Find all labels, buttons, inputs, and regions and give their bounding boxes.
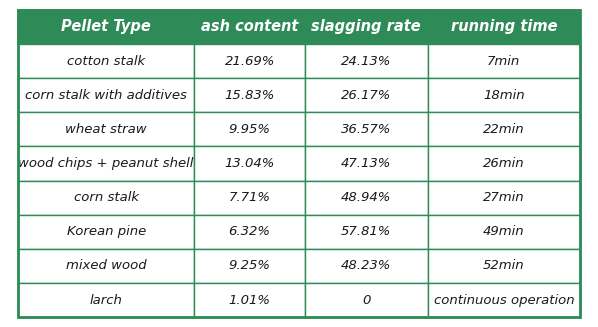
Bar: [428, 215, 580, 249]
Text: slagging rate: slagging rate: [312, 19, 421, 34]
Bar: [194, 146, 305, 181]
Text: 21.69%: 21.69%: [224, 55, 275, 68]
Bar: [18, 78, 194, 112]
Text: 6.32%: 6.32%: [228, 225, 271, 238]
Text: 24.13%: 24.13%: [341, 55, 392, 68]
Bar: [428, 78, 580, 112]
Text: 9.95%: 9.95%: [228, 123, 271, 136]
Text: 22min: 22min: [483, 123, 524, 136]
Text: Korean pine: Korean pine: [66, 225, 146, 238]
Bar: [305, 146, 428, 181]
Bar: [305, 78, 428, 112]
Text: 48.23%: 48.23%: [341, 259, 392, 272]
Text: 7min: 7min: [487, 55, 520, 68]
Bar: [305, 249, 428, 283]
Text: continuous operation: continuous operation: [434, 294, 574, 307]
Bar: [194, 249, 305, 283]
Text: Pellet Type: Pellet Type: [61, 19, 151, 34]
Bar: [194, 181, 305, 215]
Text: 9.25%: 9.25%: [228, 259, 271, 272]
Text: 0: 0: [362, 294, 371, 307]
Bar: [18, 10, 194, 44]
Bar: [305, 283, 428, 317]
Bar: [305, 44, 428, 78]
Text: running time: running time: [450, 19, 557, 34]
Text: 15.83%: 15.83%: [224, 89, 275, 102]
Bar: [18, 283, 194, 317]
Bar: [194, 78, 305, 112]
Bar: [18, 215, 194, 249]
Bar: [428, 146, 580, 181]
Bar: [194, 215, 305, 249]
Text: corn stalk: corn stalk: [74, 191, 139, 204]
Bar: [428, 10, 580, 44]
Text: 49min: 49min: [483, 225, 524, 238]
Text: 47.13%: 47.13%: [341, 157, 392, 170]
Text: 7.71%: 7.71%: [228, 191, 271, 204]
Text: 26.17%: 26.17%: [341, 89, 392, 102]
Text: 27min: 27min: [483, 191, 524, 204]
Bar: [18, 249, 194, 283]
Bar: [428, 112, 580, 146]
Bar: [18, 146, 194, 181]
Bar: [194, 112, 305, 146]
Text: corn stalk with additives: corn stalk with additives: [25, 89, 187, 102]
Text: 36.57%: 36.57%: [341, 123, 392, 136]
Bar: [194, 10, 305, 44]
Text: 52min: 52min: [483, 259, 524, 272]
Bar: [428, 181, 580, 215]
Text: wheat straw: wheat straw: [65, 123, 147, 136]
Bar: [428, 283, 580, 317]
Bar: [194, 44, 305, 78]
Bar: [18, 181, 194, 215]
Text: 13.04%: 13.04%: [224, 157, 275, 170]
Bar: [18, 112, 194, 146]
Bar: [194, 283, 305, 317]
Bar: [18, 44, 194, 78]
Text: mixed wood: mixed wood: [66, 259, 147, 272]
Text: ash content: ash content: [201, 19, 298, 34]
Bar: [305, 10, 428, 44]
Bar: [305, 215, 428, 249]
Text: larch: larch: [90, 294, 123, 307]
Bar: [428, 249, 580, 283]
Bar: [305, 112, 428, 146]
Text: 18min: 18min: [483, 89, 524, 102]
Bar: [428, 44, 580, 78]
Text: 26min: 26min: [483, 157, 524, 170]
Bar: [305, 181, 428, 215]
Text: wood chips + peanut shell: wood chips + peanut shell: [19, 157, 194, 170]
Text: 1.01%: 1.01%: [228, 294, 271, 307]
Text: cotton stalk: cotton stalk: [67, 55, 145, 68]
Text: 57.81%: 57.81%: [341, 225, 392, 238]
Text: 48.94%: 48.94%: [341, 191, 392, 204]
